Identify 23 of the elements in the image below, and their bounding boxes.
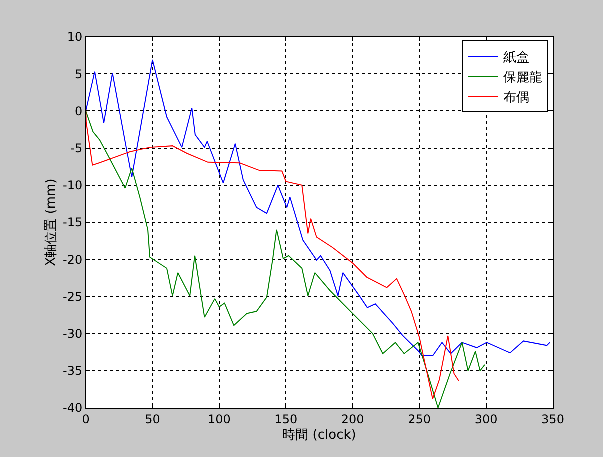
y-tick-label: -20 bbox=[62, 252, 83, 267]
y-tick-label: -10 bbox=[62, 178, 83, 193]
x-tick-label: 250 bbox=[408, 412, 432, 426]
y-tick-label: 10 bbox=[67, 30, 83, 44]
y-tick-label: -40 bbox=[62, 401, 83, 416]
y-tick-label: -35 bbox=[62, 364, 83, 378]
x-tick-label: 50 bbox=[145, 412, 160, 426]
x-tick-label: 300 bbox=[474, 412, 498, 426]
legend-label: 紙盒 bbox=[503, 50, 530, 66]
legend-label: 布偶 bbox=[503, 90, 530, 106]
y-axis-title: X軸位置 (mm) bbox=[44, 178, 59, 266]
y-tick-label: -5 bbox=[70, 142, 83, 156]
legend-label: 保麗龍 bbox=[503, 70, 542, 86]
y-tick-label: -25 bbox=[62, 290, 83, 304]
x-tick-label: 200 bbox=[341, 412, 364, 426]
x-tick-label: 100 bbox=[208, 412, 231, 426]
y-tick-label: -15 bbox=[62, 216, 83, 230]
x-tick-label: 150 bbox=[274, 412, 298, 426]
y-tick-label: 5 bbox=[74, 67, 83, 82]
y-tick-label: 0 bbox=[74, 104, 83, 118]
x-axis-title: 時間 (clock) bbox=[282, 428, 356, 443]
x-tick-label: 350 bbox=[542, 412, 564, 426]
y-tick-label: -30 bbox=[62, 327, 83, 341]
